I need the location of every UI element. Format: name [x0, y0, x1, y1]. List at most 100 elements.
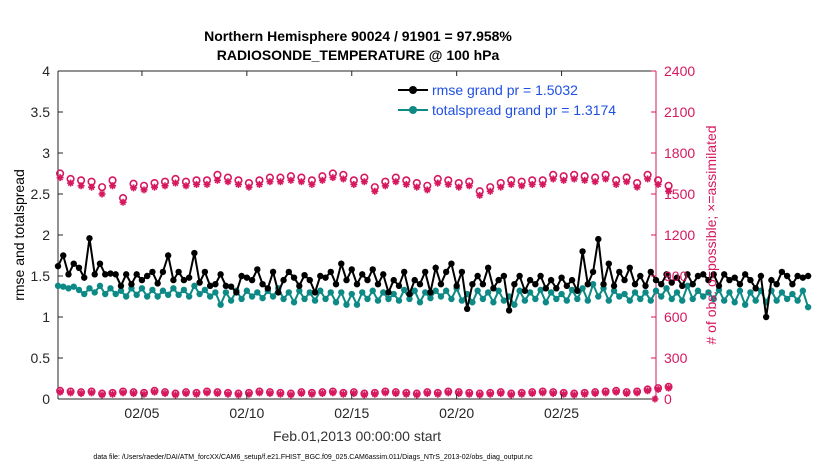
rmse-point	[495, 276, 502, 284]
rmse-point	[689, 281, 696, 288]
level-obs-assimilated-marker	[276, 390, 284, 398]
spread-point	[642, 289, 649, 296]
obs-assimilated-marker	[591, 178, 599, 186]
rmse-point	[799, 274, 807, 281]
rmse-point	[626, 264, 633, 271]
rmse-point	[306, 276, 313, 284]
level-obs-assimilated-marker	[539, 389, 547, 397]
spread-point	[138, 285, 146, 292]
spread-point	[306, 289, 313, 296]
y-right-tick-label: 1500	[664, 186, 695, 202]
level-obs-assimilated-marker	[203, 389, 211, 397]
rmse-point	[70, 260, 77, 267]
obs-assimilated-marker	[287, 176, 295, 184]
rmse-series	[54, 235, 812, 321]
rmse-point	[91, 271, 98, 278]
rmse-point	[149, 268, 156, 276]
rmse-point	[269, 268, 277, 276]
level-obs-assimilated-marker	[507, 391, 515, 399]
rmse-point	[102, 271, 109, 278]
rmse-point	[364, 276, 371, 284]
spread-point	[689, 295, 696, 303]
spread-point	[731, 299, 738, 306]
spread-point	[332, 299, 340, 306]
rmse-point	[332, 281, 340, 288]
level-obs-assimilated-marker	[88, 389, 96, 397]
level-obs-assimilated-marker	[360, 391, 368, 399]
obs-assimilated-marker	[203, 180, 211, 188]
rmse-point	[647, 268, 654, 276]
level-obs-assimilated-marker	[371, 390, 379, 398]
y-right-axis-label: # of obs: o=possible; ×=assimilated	[703, 125, 719, 344]
footer-data-file: data file: /Users/raeder/DAI/ATM_forcXX/…	[93, 454, 533, 461]
level-obs-assimilated-marker	[476, 391, 484, 399]
spread-point	[280, 295, 287, 303]
spread-point	[254, 289, 261, 296]
rmse-point	[65, 271, 72, 278]
rmse-point	[652, 276, 660, 284]
spread-point	[60, 283, 67, 290]
rmse-point	[453, 282, 460, 290]
legend-rmse-label: rmse grand pr = 1.5032	[432, 82, 578, 98]
rmse-point	[348, 266, 355, 273]
rmse-point	[353, 281, 361, 288]
spread-point	[589, 281, 597, 288]
legend-spread-marker	[409, 106, 417, 114]
y-left-axis-label: rmse and totalspread	[11, 169, 27, 301]
rmse-point	[731, 274, 738, 281]
rmse-point	[484, 264, 492, 271]
rmse-point	[741, 271, 749, 278]
level-obs-assimilated-marker	[287, 391, 295, 399]
rmse-point	[290, 274, 298, 281]
obs-assimilated-marker	[224, 178, 232, 186]
level-obs-assimilated-marker	[591, 390, 599, 398]
rmse-point	[694, 272, 702, 280]
rmse-point	[238, 272, 245, 280]
rmse-point	[54, 262, 62, 270]
y-right-tick-label: 900	[664, 268, 688, 284]
obs-assimilated-marker	[308, 180, 316, 188]
level-obs-assimilated-marker	[172, 391, 180, 399]
rmse-point	[201, 268, 209, 276]
level-obs-assimilated-marker	[654, 385, 662, 393]
rmse-point	[658, 281, 665, 288]
spread-point	[206, 293, 214, 300]
rmse-point	[521, 287, 529, 294]
spread-point	[579, 285, 586, 292]
level-obs-assimilated-marker	[402, 390, 410, 398]
x-tick-label: 02/05	[124, 405, 159, 421]
spread-point	[311, 297, 319, 304]
rmse-point	[75, 264, 83, 271]
rmse-point	[537, 272, 544, 280]
obs-assimilated-marker	[486, 187, 494, 195]
rmse-point	[789, 281, 796, 288]
rmse-point	[180, 276, 188, 284]
spread-point	[112, 290, 119, 298]
spread-point	[490, 299, 497, 306]
rmse-point	[212, 281, 219, 288]
y-right-tick-label: 2100	[664, 104, 695, 120]
obs-assimilated-marker	[266, 178, 274, 186]
rmse-point	[338, 260, 345, 267]
level-obs-assimilated-marker	[665, 384, 673, 392]
obs-assimilated-marker	[623, 178, 631, 186]
obs-assimilated-marker	[56, 174, 64, 182]
rmse-point	[547, 276, 555, 284]
obs-assimilated-marker	[67, 179, 75, 187]
level-obs-assimilated-marker	[255, 389, 263, 397]
spread-point	[327, 289, 334, 296]
spread-point	[673, 289, 681, 296]
obs-assimilated-marker	[539, 180, 547, 188]
rmse-point	[463, 305, 471, 312]
obs-assimilated-marker	[318, 176, 326, 184]
level-obs-assimilated-marker	[151, 388, 159, 396]
spread-point	[563, 297, 571, 304]
y-right-tick-label: 300	[664, 350, 688, 366]
spread-point	[626, 297, 633, 304]
spread-point	[773, 297, 780, 304]
rmse-point	[311, 289, 319, 296]
level-obs-assimilated-marker	[224, 390, 232, 398]
spread-point	[542, 299, 550, 306]
level-obs-assimilated-marker	[56, 388, 64, 396]
